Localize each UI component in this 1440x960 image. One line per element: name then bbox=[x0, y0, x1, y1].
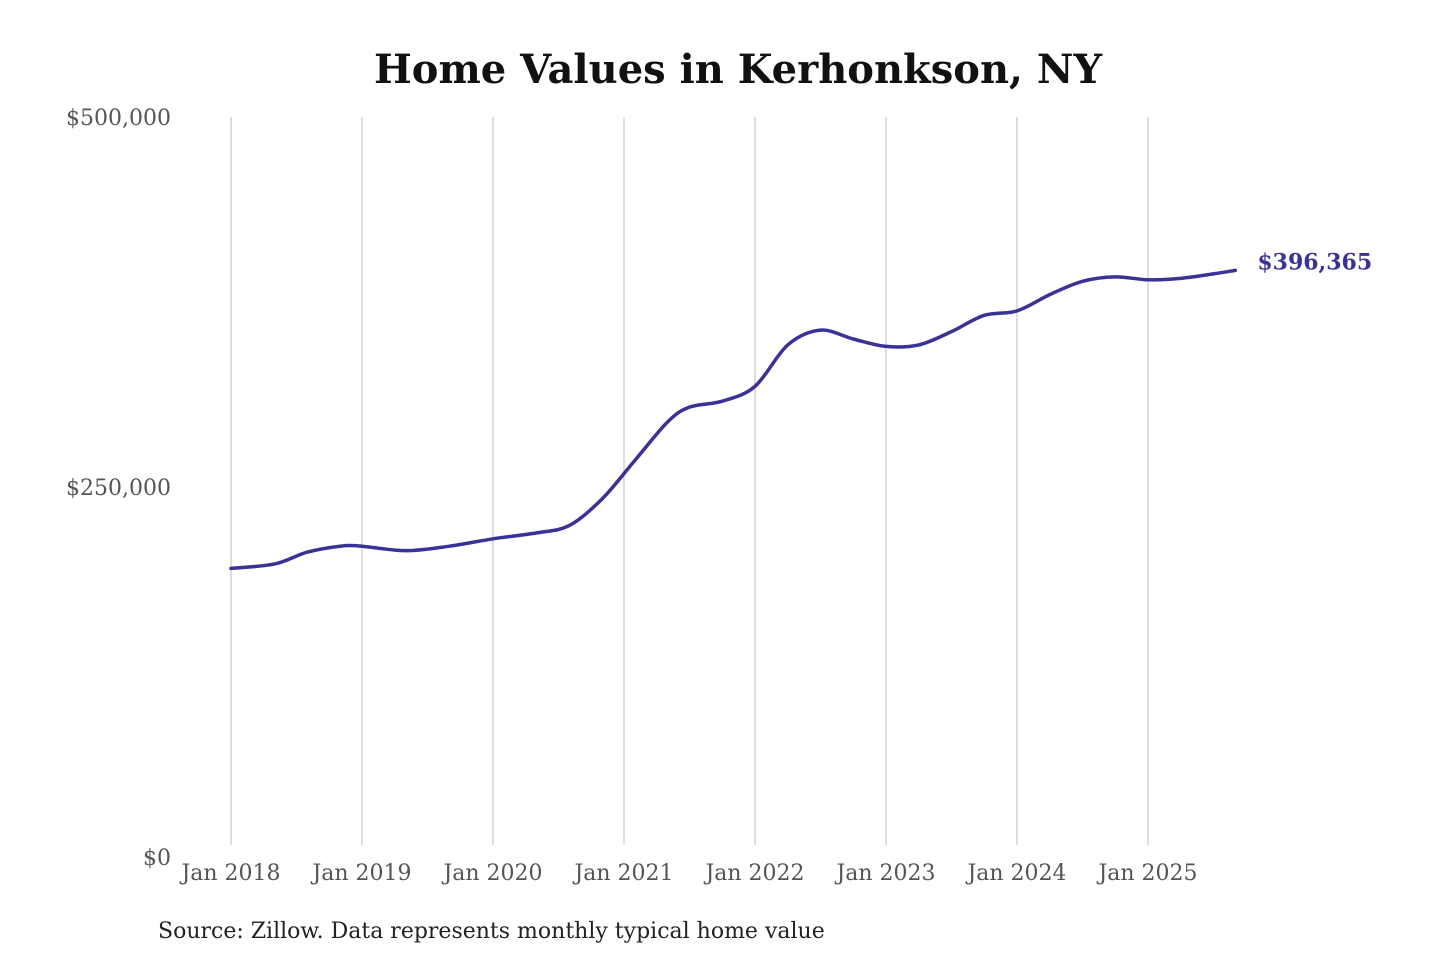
x-tick-label: Jan 2018 bbox=[179, 861, 280, 886]
y-tick-label: $0 bbox=[143, 846, 171, 871]
x-tick-label: Jan 2025 bbox=[1096, 861, 1197, 886]
x-tick-label: Jan 2022 bbox=[703, 861, 804, 886]
y-axis-ticks: $0 $250,000 $500,000 bbox=[66, 106, 171, 871]
x-tick-label: Jan 2020 bbox=[441, 861, 542, 886]
x-tick-label: Jan 2019 bbox=[310, 861, 411, 886]
y-tick-label: $500,000 bbox=[66, 106, 171, 131]
end-value-label: $396,365 bbox=[1257, 249, 1372, 275]
x-tick-label: Jan 2021 bbox=[572, 861, 673, 886]
series-line bbox=[229, 268, 1238, 571]
chart-title: Home Values in Kerhonkson, NY bbox=[374, 46, 1102, 93]
source-note: Source: Zillow. Data represents monthly … bbox=[158, 919, 825, 944]
x-tick-label: Jan 2024 bbox=[965, 861, 1066, 886]
grid-layer bbox=[230, 117, 1149, 845]
x-tick-label: Jan 2023 bbox=[834, 861, 935, 886]
y-tick-label: $250,000 bbox=[66, 476, 171, 501]
x-axis-ticks: Jan 2018 Jan 2019 Jan 2020 Jan 2021 Jan 2022… bbox=[179, 861, 1197, 886]
series-layer: $396,365 bbox=[229, 249, 1372, 571]
